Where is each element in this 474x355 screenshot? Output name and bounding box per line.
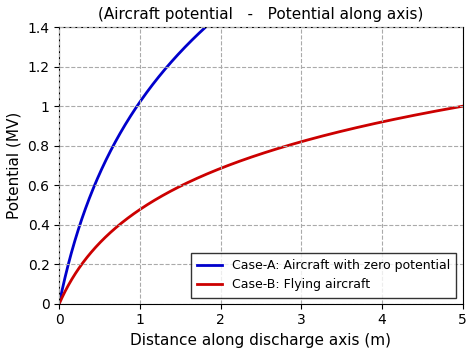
Case-B: Flying aircraft: (5, 1): Flying aircraft: (5, 1) bbox=[460, 104, 465, 108]
Line: Case-A: Aircraft with zero potential: Case-A: Aircraft with zero potential bbox=[59, 0, 463, 304]
Case-B: Flying aircraft: (2.43, 0.75): Flying aircraft: (2.43, 0.75) bbox=[253, 154, 258, 158]
Case-B: Flying aircraft: (2.3, 0.731): Flying aircraft: (2.3, 0.731) bbox=[242, 157, 247, 162]
Case-B: Flying aircraft: (0.255, 0.186): Flying aircraft: (0.255, 0.186) bbox=[77, 265, 82, 269]
X-axis label: Distance along discharge axis (m): Distance along discharge axis (m) bbox=[130, 333, 392, 348]
Case-B: Flying aircraft: (3.94, 0.915): Flying aircraft: (3.94, 0.915) bbox=[374, 121, 380, 125]
Line: Case-B: Flying aircraft: Case-B: Flying aircraft bbox=[59, 106, 463, 304]
Case-A: Aircraft with zero potential: (0.255, 0.399): Aircraft with zero potential: (0.255, 0.… bbox=[77, 223, 82, 227]
Legend: Case-A: Aircraft with zero potential, Case-B: Flying aircraft: Case-A: Aircraft with zero potential, Ca… bbox=[191, 253, 456, 297]
Y-axis label: Potential (MV): Potential (MV) bbox=[7, 112, 22, 219]
Case-B: Flying aircraft: (4.85, 0.99): Flying aircraft: (4.85, 0.99) bbox=[448, 106, 454, 110]
Title: (Aircraft potential   -   Potential along axis): (Aircraft potential - Potential along ax… bbox=[98, 7, 424, 22]
Case-A: Aircraft with zero potential: (0, 0): Aircraft with zero potential: (0, 0) bbox=[56, 302, 62, 306]
Case-B: Flying aircraft: (4.85, 0.99): Flying aircraft: (4.85, 0.99) bbox=[448, 106, 454, 110]
Case-B: Flying aircraft: (0, 0): Flying aircraft: (0, 0) bbox=[56, 302, 62, 306]
